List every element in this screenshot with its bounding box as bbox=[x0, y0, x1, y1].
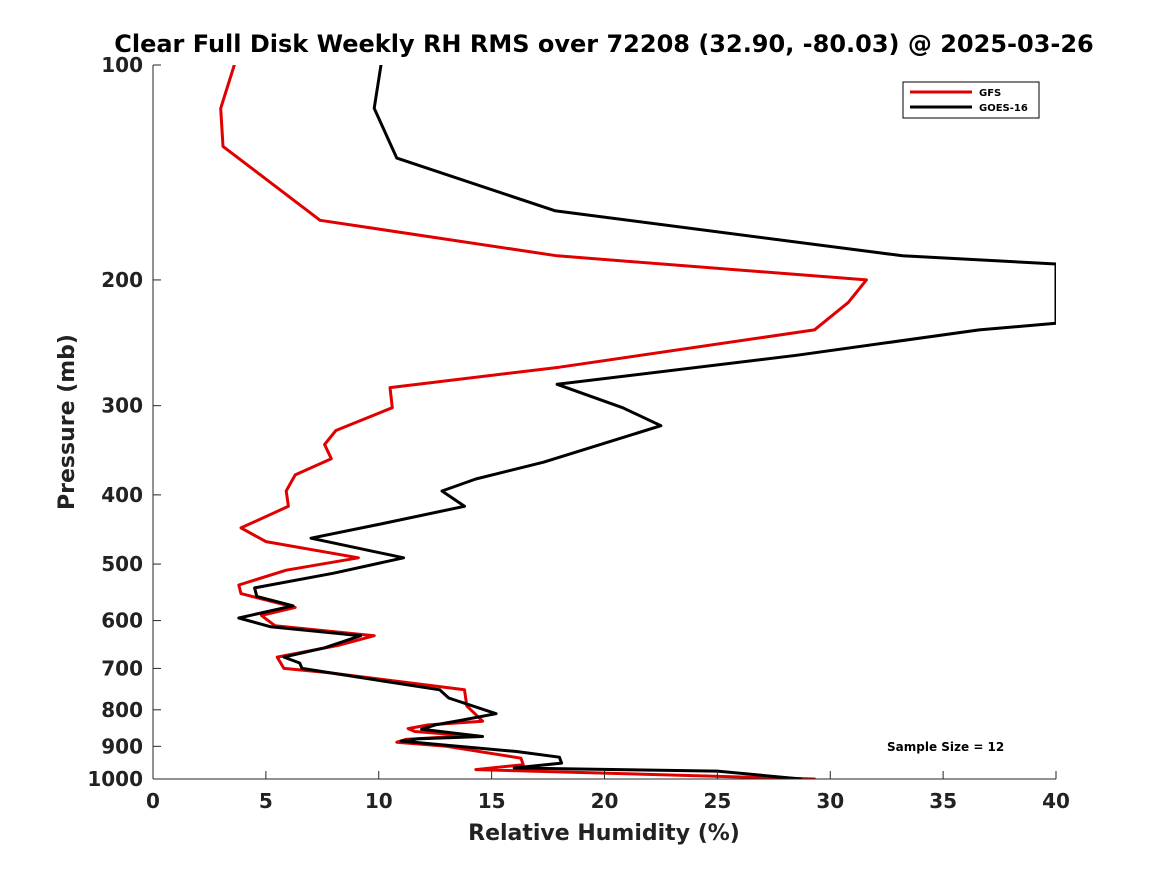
chart-title: Clear Full Disk Weekly RH RMS over 72208… bbox=[114, 30, 1094, 58]
y-tick-label: 1000 bbox=[87, 767, 143, 791]
y-tick-label: 300 bbox=[101, 394, 143, 418]
axes: 0 5 10 15 20 25 30 35 40 100 200 300 400 500 600 700 800… bbox=[87, 53, 1070, 813]
x-tick-label: 0 bbox=[146, 789, 160, 813]
x-tick-label: 35 bbox=[929, 789, 957, 813]
y-tick-label: 700 bbox=[101, 656, 143, 680]
x-tick-label: 15 bbox=[478, 789, 506, 813]
series-group bbox=[219, 65, 1056, 779]
x-tick-label: 25 bbox=[703, 789, 731, 813]
y-axis-label: Pressure (mb) bbox=[55, 334, 80, 510]
y-tick-label: 900 bbox=[101, 734, 143, 758]
y-tick-label: 800 bbox=[101, 698, 143, 722]
x-tick-label: 5 bbox=[259, 789, 273, 813]
x-tick-label: 40 bbox=[1042, 789, 1070, 813]
x-tick-label: 10 bbox=[365, 789, 393, 813]
y-tick-label: 500 bbox=[101, 552, 143, 576]
legend-label-gfs: GFS bbox=[979, 88, 1001, 99]
y-tick-label: 400 bbox=[101, 483, 143, 507]
x-tick-label: 30 bbox=[816, 789, 844, 813]
sample-size-annotation: Sample Size = 12 bbox=[887, 740, 1004, 754]
legend-label-goes16: GOES-16 bbox=[979, 103, 1028, 114]
y-tick-label: 200 bbox=[101, 268, 143, 292]
series-line-goes16 bbox=[237, 65, 1056, 779]
series-line-gfs bbox=[219, 65, 868, 779]
x-tick-label: 20 bbox=[591, 789, 619, 813]
y-tick-label: 600 bbox=[101, 609, 143, 633]
legend: GFS GOES-16 bbox=[902, 81, 1040, 119]
x-axis-label: Relative Humidity (%) bbox=[468, 821, 740, 846]
y-tick-label: 100 bbox=[101, 53, 143, 77]
legend-box bbox=[902, 81, 1040, 119]
